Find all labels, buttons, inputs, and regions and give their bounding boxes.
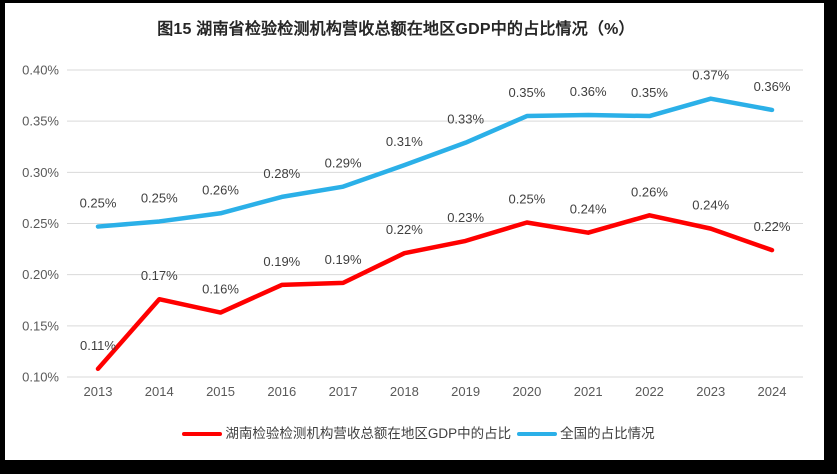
- legend-item-national: 全国的占比情况: [517, 425, 655, 443]
- data-label-national: 0.36%: [754, 79, 791, 94]
- data-label-hunan: 0.19%: [325, 252, 362, 267]
- data-label-hunan: 0.22%: [386, 222, 423, 237]
- series-line-hunan: [95, 213, 775, 372]
- data-label-hunan: 0.17%: [141, 268, 178, 283]
- y-tick-label: 0.25%: [22, 216, 59, 231]
- x-tick-label: 2019: [451, 384, 480, 399]
- x-tick-label: 2021: [574, 384, 603, 399]
- data-label-hunan: 0.11%: [80, 338, 116, 353]
- data-label-national: 0.33%: [447, 112, 484, 127]
- x-tick-label: 2018: [390, 384, 419, 399]
- data-label-national: 0.25%: [80, 196, 117, 211]
- data-label-hunan: 0.26%: [631, 184, 668, 199]
- y-tick-label: 0.35%: [22, 114, 59, 129]
- data-label-national: 0.35%: [631, 85, 668, 100]
- series-line-national: [95, 96, 775, 229]
- x-tick-label: 2015: [206, 384, 235, 399]
- data-label-national: 0.25%: [141, 190, 178, 205]
- chart-legend: 湖南检验检测机构营收总额在地区GDP中的占比 全国的占比情况: [0, 425, 837, 443]
- data-label-national: 0.35%: [508, 85, 545, 100]
- data-label-national: 0.26%: [202, 182, 239, 197]
- data-label-national: 0.37%: [692, 68, 729, 83]
- data-label-national: 0.31%: [386, 134, 423, 149]
- x-tick-label: 2024: [758, 384, 787, 399]
- data-label-hunan: 0.25%: [508, 191, 545, 206]
- x-tick-label: 2017: [329, 384, 358, 399]
- data-label-hunan: 0.19%: [263, 254, 300, 269]
- legend-label-national: 全国的占比情况: [560, 426, 655, 441]
- x-tick-label: 2022: [635, 384, 664, 399]
- y-tick-label: 0.40%: [22, 63, 59, 78]
- y-tick-label: 0.15%: [22, 318, 59, 333]
- x-tick-label: 2023: [696, 384, 725, 399]
- y-tick-label: 0.20%: [22, 267, 59, 282]
- data-label-hunan: 0.24%: [570, 202, 607, 217]
- x-tick-label: 2014: [145, 384, 174, 399]
- data-label-hunan: 0.24%: [692, 198, 729, 213]
- data-label-national: 0.29%: [325, 156, 362, 171]
- chart-background: [5, 3, 824, 460]
- legend-item-hunan: 湖南检验检测机构营收总额在地区GDP中的占比: [182, 425, 511, 443]
- y-tick-label: 0.30%: [22, 165, 59, 180]
- data-label-hunan: 0.16%: [202, 282, 239, 297]
- x-tick-label: 2020: [512, 384, 541, 399]
- y-tick-label: 0.10%: [22, 370, 59, 385]
- chart-title: 图15 湖南省检验检测机构营收总额在地区GDP中的占比情况（%）: [157, 21, 635, 38]
- data-label-hunan: 0.23%: [447, 210, 484, 225]
- x-tick-label: 2016: [267, 384, 296, 399]
- legend-line-swatch-hunan: [182, 431, 223, 437]
- data-label-national: 0.36%: [570, 84, 607, 99]
- legend-label-hunan: 湖南检验检测机构营收总额在地区GDP中的占比: [225, 426, 512, 441]
- data-label-national: 0.28%: [263, 166, 300, 181]
- x-tick-label: 2013: [84, 384, 113, 399]
- legend-line-swatch-national: [517, 431, 558, 437]
- data-label-hunan: 0.22%: [754, 219, 791, 234]
